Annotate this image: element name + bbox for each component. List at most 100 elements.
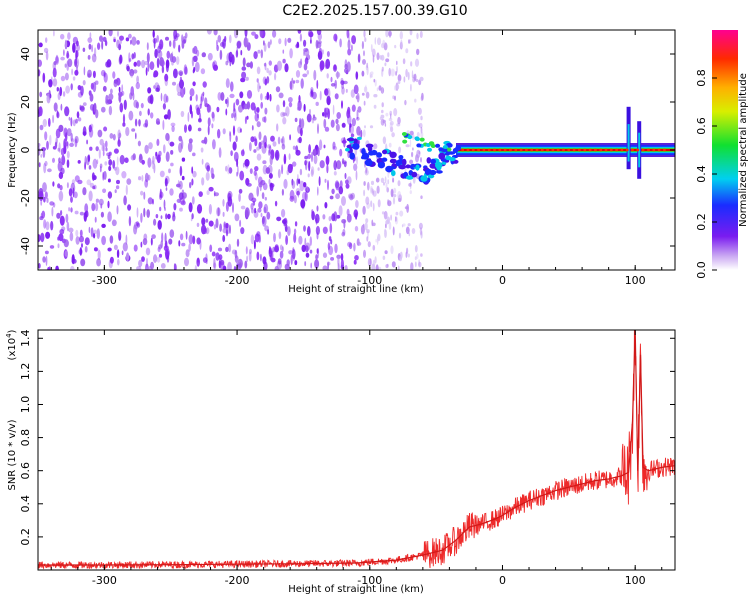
noise-blob <box>43 196 46 203</box>
noise-blob <box>147 197 153 205</box>
noise-blob <box>115 185 120 190</box>
noise-blob <box>414 261 417 268</box>
noise-blob <box>374 256 377 264</box>
noise-blob <box>361 92 365 96</box>
noise-blob <box>58 190 64 202</box>
noise-blob <box>366 62 369 68</box>
noise-blob <box>382 136 387 145</box>
noise-blob <box>356 156 358 165</box>
noise-blob <box>228 167 233 174</box>
noise-blob <box>330 119 335 128</box>
noise-blob <box>188 124 192 132</box>
noise-blob <box>331 213 336 222</box>
noise-blob <box>383 210 388 220</box>
noise-blob <box>322 226 328 234</box>
noise-blob <box>93 102 97 113</box>
noise-blob <box>275 86 281 93</box>
noise-blob <box>207 52 213 61</box>
noise-blob <box>249 168 253 175</box>
noise-blob <box>274 200 278 207</box>
noise-blob <box>234 113 237 122</box>
noise-blob <box>235 50 239 58</box>
noise-blob <box>304 261 307 267</box>
burst <box>627 124 630 162</box>
doppler-speckle <box>389 158 397 164</box>
noise-blob <box>266 211 271 220</box>
noise-blob <box>38 143 41 147</box>
noise-blob <box>279 250 284 259</box>
noise-blob <box>178 240 181 247</box>
noise-blob <box>241 66 247 71</box>
noise-blob <box>325 155 330 166</box>
noise-blob <box>141 256 145 262</box>
noise-blob <box>121 171 127 179</box>
noise-blob <box>385 219 390 225</box>
noise-blob <box>371 146 376 151</box>
noise-blob <box>420 253 423 257</box>
noise-blob <box>269 39 272 45</box>
noise-blob <box>80 85 84 96</box>
noise-blob <box>281 188 284 196</box>
noise-blob <box>325 107 329 115</box>
noise-blob <box>284 37 287 47</box>
noise-blob <box>393 108 398 117</box>
noise-blob <box>66 141 69 149</box>
noise-blob <box>398 198 402 202</box>
noise-blob <box>245 246 248 255</box>
noise-blob <box>128 58 132 62</box>
noise-blob <box>67 32 71 40</box>
noise-blob <box>184 257 189 267</box>
doppler-speckle <box>438 147 444 152</box>
noise-blob <box>264 107 268 115</box>
noise-blob <box>367 241 371 248</box>
noise-blob <box>256 66 261 75</box>
noise-blob <box>369 125 374 129</box>
noise-blob <box>283 153 287 165</box>
noise-blob <box>409 159 414 164</box>
noise-blob <box>240 77 246 83</box>
noise-blob <box>300 78 304 89</box>
noise-blob <box>191 196 195 205</box>
noise-blob <box>98 198 104 206</box>
noise-blob <box>246 62 251 68</box>
noise-blob <box>370 200 373 208</box>
noise-blob <box>60 210 63 216</box>
noise-blob <box>217 128 221 139</box>
carrier-peak <box>514 148 518 152</box>
noise-blob <box>102 150 105 157</box>
noise-blob <box>144 144 149 154</box>
noise-blob <box>317 123 319 134</box>
y-tick-label: 0 <box>19 147 32 154</box>
noise-blob <box>213 190 216 197</box>
noise-blob <box>345 179 349 185</box>
noise-blob <box>292 145 296 150</box>
noise-blob <box>259 85 261 90</box>
noise-blob <box>384 229 387 239</box>
noise-blob <box>395 216 397 222</box>
noise-blob <box>316 205 319 212</box>
noise-blob <box>382 119 386 124</box>
noise-blob <box>151 234 156 240</box>
noise-blob <box>251 125 254 131</box>
noise-blob <box>261 192 265 200</box>
noise-blob <box>207 125 210 136</box>
y-tick-label: 0.8 <box>19 429 32 447</box>
noise-blob <box>135 221 139 227</box>
noise-blob <box>317 186 319 196</box>
noise-blob <box>303 39 307 47</box>
noise-blob <box>394 216 399 225</box>
noise-blob <box>245 177 250 186</box>
noise-blob <box>390 68 395 77</box>
noise-blob <box>143 123 148 128</box>
noise-blob <box>202 81 207 88</box>
noise-blob <box>224 35 227 43</box>
noise-blob <box>253 136 257 142</box>
noise-blob <box>369 185 373 194</box>
noise-blob <box>260 93 263 101</box>
noise-blob <box>414 58 420 67</box>
x-tick-label: -200 <box>225 274 250 287</box>
noise-blob <box>176 56 180 65</box>
noise-blob <box>110 88 113 95</box>
noise-blob <box>244 159 250 167</box>
noise-blob <box>326 73 329 79</box>
